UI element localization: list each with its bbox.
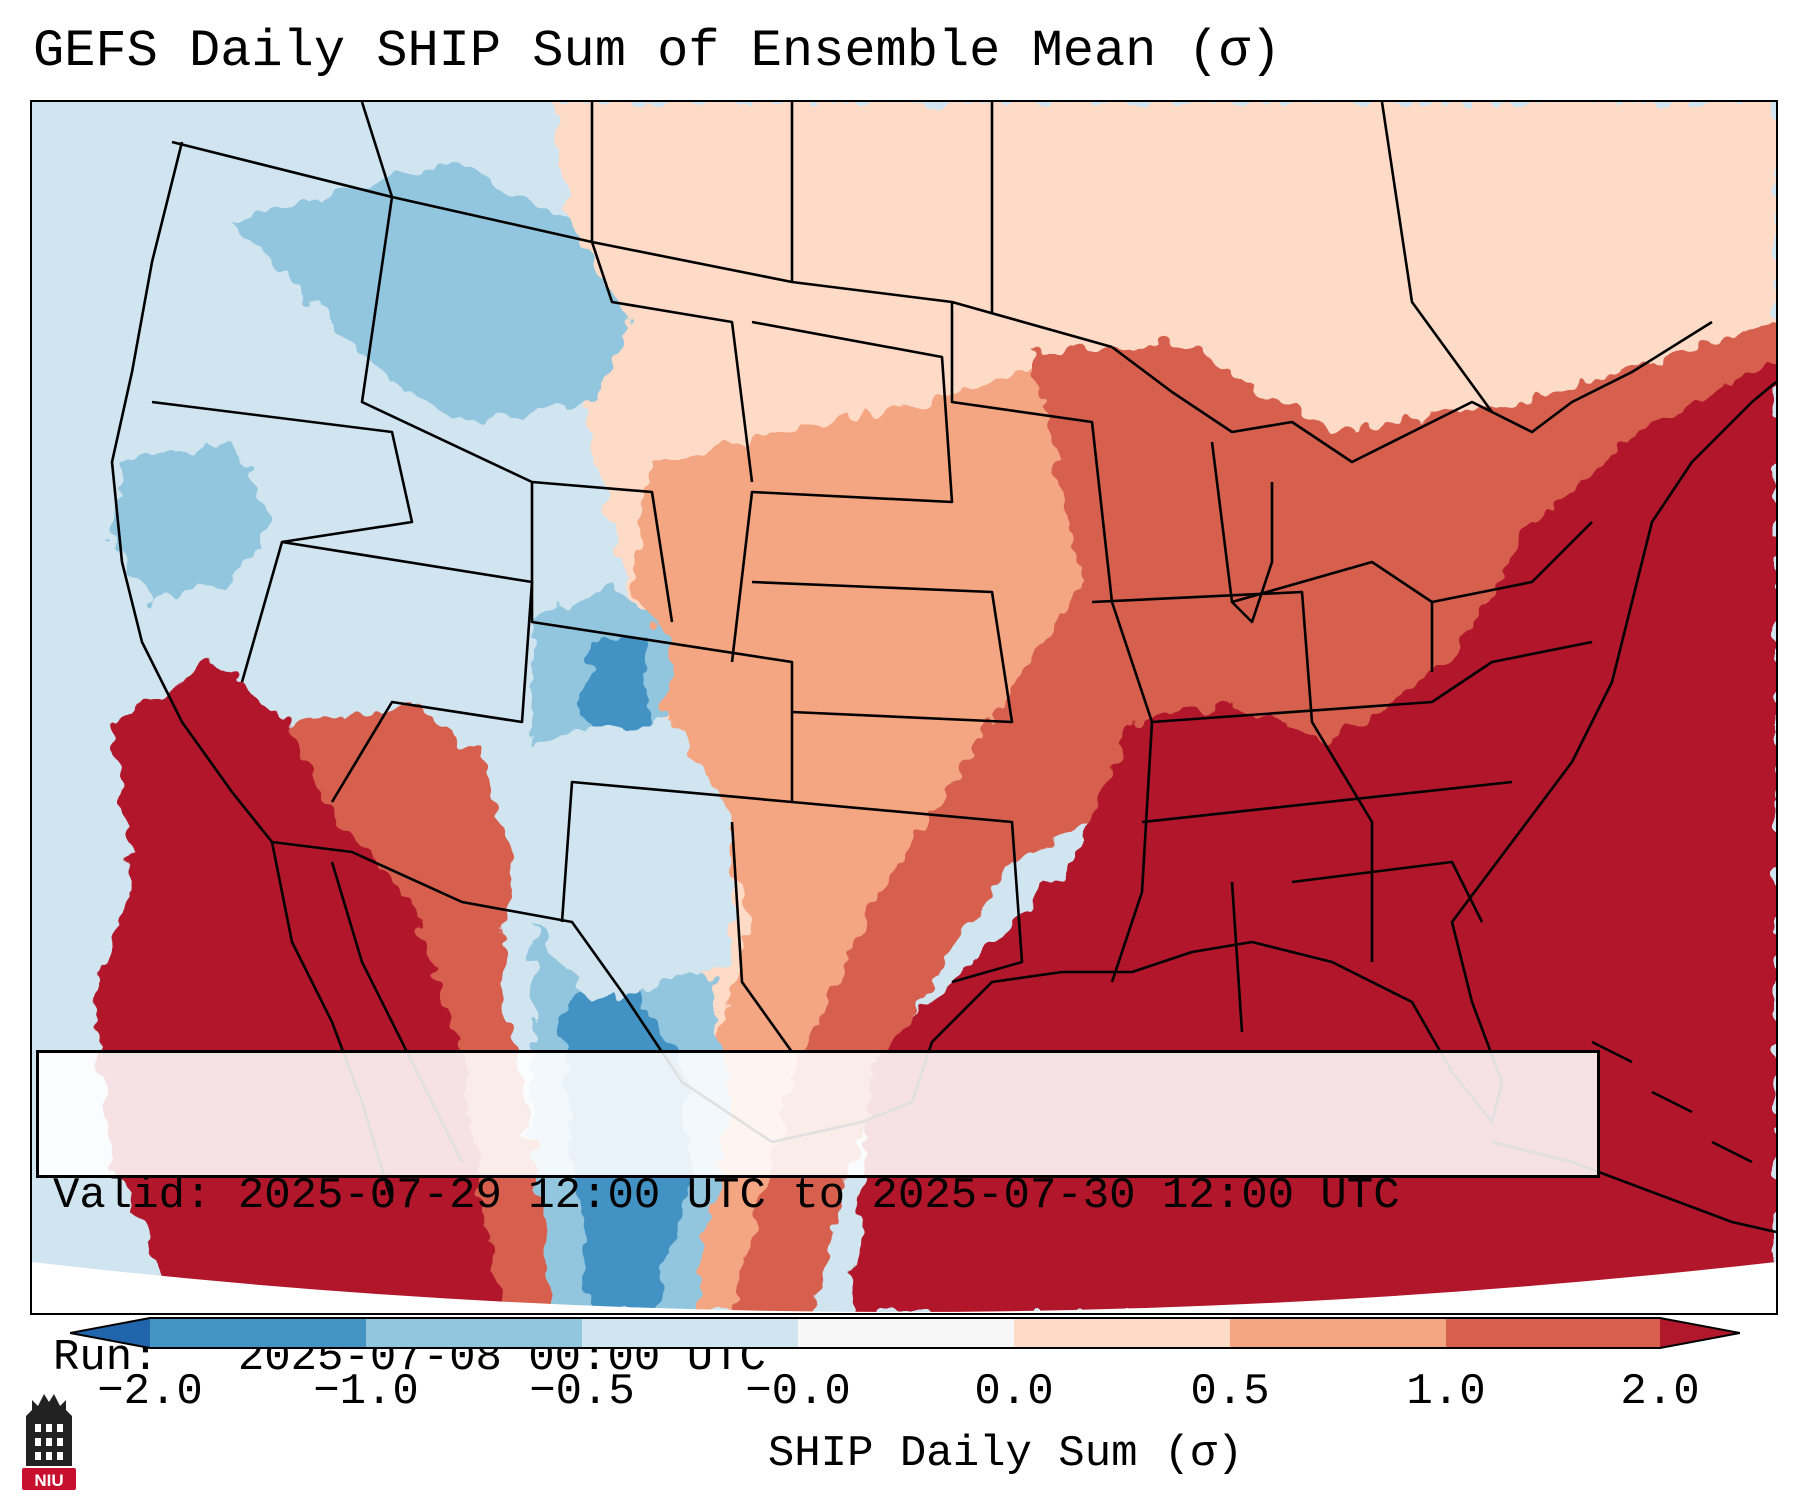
colorbar-bin [582,1318,798,1348]
province-line [360,102,394,198]
colorbar-bin [150,1318,366,1348]
state-borders [110,102,1776,1234]
colorbar-tick-label: 0.0 [974,1367,1054,1417]
colorbar-bin [1014,1318,1230,1348]
state-line [151,400,414,683]
valid-time: Valid: 2025-07-29 12:00 UTC to 2025-07-3… [53,1171,1400,1221]
colorbar-tick-label: 1.0 [1406,1367,1486,1417]
state-line [1291,860,1484,923]
state-line [730,821,794,1053]
colorbar [70,1317,1740,1349]
state-line [281,540,534,803]
valid-run-info: Valid: 2025-07-29 12:00 UTC to 2025-07-3… [36,1050,1600,1383]
colorbar-tick-label: 2.0 [1620,1367,1700,1417]
state-line [590,241,754,483]
colorbar-bin [1446,1318,1660,1348]
field-region-cool-rockies [232,162,632,422]
state-line [1091,590,1374,962]
state-line [1141,780,1513,824]
colorbar-tick-label: −2.0 [97,1367,203,1417]
great-lakes-shore [1111,320,1713,464]
colorbar-tick-label: −1.0 [313,1367,419,1417]
us-canada-border [171,140,1113,349]
lake-michigan-shore [1210,441,1274,624]
logo-text: NIU [34,1471,63,1490]
colorbar-bin [366,1318,582,1348]
colorbar-outline [70,1317,1740,1349]
field-region-warm-plains [502,102,1776,1313]
colorbar-label: SHIP Daily Sum (σ) [767,1429,1244,1479]
field-region-cool-pacific-nw [112,442,272,602]
colorbar-over-arrow [1660,1318,1740,1348]
niu-logo: NIU [22,1394,76,1490]
chart-title: GEFS Daily SHIP Sum of Ensemble Mean (σ) [33,22,1282,81]
state-line [791,800,1024,984]
province-line [1380,102,1494,413]
bahamas-coastline [1591,1040,1753,1164]
logo-band [22,1468,76,1490]
colorbar-bin [1230,1318,1446,1348]
run-time: Run: 2025-07-08 00:00 UTC [53,1333,766,1383]
state-line [1230,881,1244,1033]
atlantic-coastline [1450,381,1776,1003]
state-line [751,580,1014,724]
colorbar-tick-label: −0.5 [529,1367,635,1417]
colorbar-tick-label: −0.0 [745,1367,851,1417]
state-line [1151,640,1593,724]
pacific-coastline [110,141,274,843]
state-line [730,320,954,663]
projection-edge [32,1262,1776,1313]
colorbar-bin [798,1318,1014,1348]
colorbar-under-arrow [70,1318,150,1348]
state-line [530,482,794,923]
colorbar-tick-label: 0.5 [1190,1367,1270,1417]
